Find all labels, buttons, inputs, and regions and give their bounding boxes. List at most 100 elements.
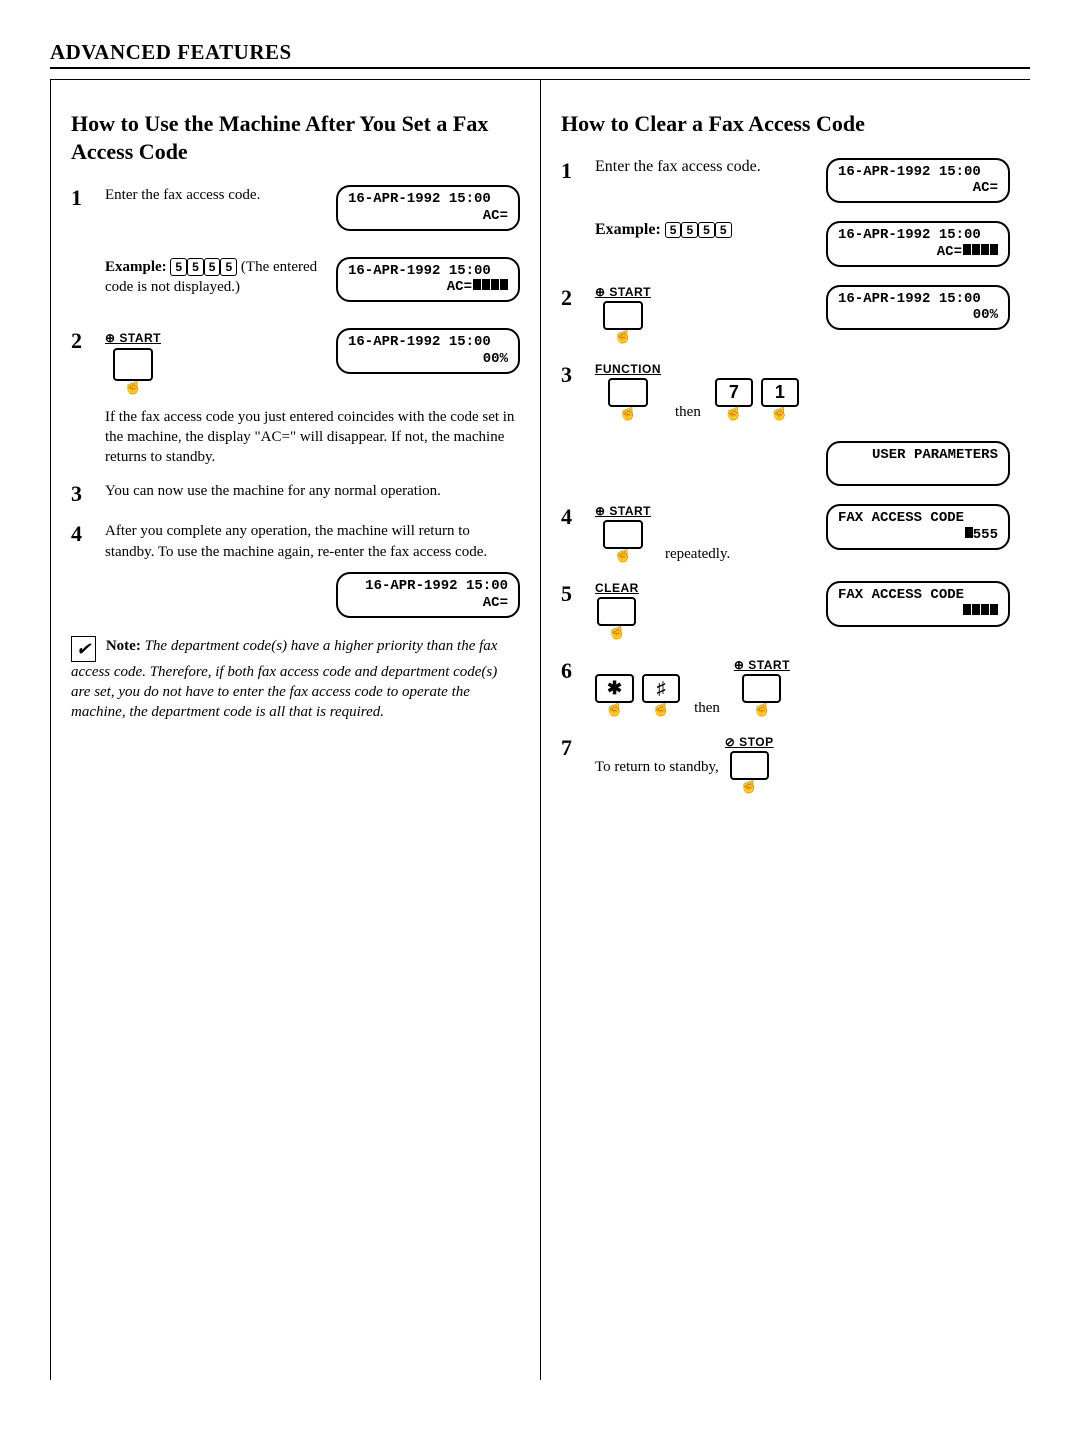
step-number: 1 [71,185,93,211]
start-key [742,674,781,703]
clear-label: CLEAR [595,581,639,595]
hand-icon: ☝ [613,547,633,563]
hand-icon: ☝ [651,701,671,717]
lcd-line1: 16-APR-1992 15:00 [365,578,508,594]
hand-icon: ☝ [618,405,638,421]
stop-key [730,751,769,780]
repeatedly-text: repeatedly. [665,538,730,563]
step-number: 5 [561,581,583,607]
lcd-line1: 16-APR-1992 15:00 [838,227,981,243]
clear-key [597,597,636,626]
lcd-display: 16-APR-1992 15:00 AC= [336,185,520,231]
lcd-line2: AC= [483,208,508,225]
start-key [113,348,152,380]
star-key: ✱ [595,674,634,703]
digit-key: 5 [698,222,715,238]
right-step-7: 7 To return to standby, ⊘ STOP ☝ [561,735,1010,794]
step-number: 1 [561,158,583,184]
start-label: ⊕ START [595,504,651,518]
digit-key: 5 [187,258,204,276]
lcd-line2: 00% [483,351,508,368]
start-label: ⊕ START [734,658,790,672]
lcd-line1: 16-APR-1992 15:00 [348,263,491,279]
step-number: 2 [561,285,583,311]
hash-key: ♯ [642,674,680,703]
lcd-display: 16-APR-1992 15:00 AC= [336,572,520,618]
hand-icon: ☝ [613,328,633,344]
left-step-1: 1 Enter the fax access code. 16-APR-1992… [71,185,520,243]
right-column: How to Clear a Fax Access Code 1 Enter t… [541,80,1030,1380]
lcd-line2-prefix: AC= [447,279,472,295]
hand-icon: ☝ [770,405,790,421]
lcd-line1: 16-APR-1992 15:00 [348,334,491,350]
step-text: After you complete any operation, the ma… [105,521,520,562]
digit-key: 5 [681,222,698,238]
example-label: Example: [105,259,167,275]
step-text: You can now use the machine for any norm… [105,481,520,501]
lcd-display: 16-APR-1992 15:00 00% [826,285,1010,331]
check-icon: ✔ [71,636,96,662]
hand-icon: ☝ [739,778,759,794]
hand-icon: ☝ [605,701,625,717]
content-frame: How to Use the Machine After You Set a F… [50,79,1030,1380]
right-step-3: 3 FUNCTION ☝ then 7 ☝ [561,362,1010,487]
lcd-line1: 16-APR-1992 15:00 [838,164,981,180]
step-number: 3 [561,362,583,388]
stop-label: ⊘ STOP [725,735,774,749]
lcd-line1: FAX ACCESS CODE [838,587,964,603]
left-example: Example: 5555 (The entered code is not d… [71,257,520,315]
then-text: then [675,396,701,421]
digit-key: 5 [220,258,237,276]
left-column: How to Use the Machine After You Set a F… [51,80,540,1380]
hand-icon: ☝ [607,624,627,640]
digit-key: 5 [170,258,187,276]
digit-key-7: 7 [715,378,753,407]
lcd-line2: AC= [973,180,998,197]
note-block: ✔ Note: The department code(s) have a hi… [71,636,520,723]
lcd-line1: FAX ACCESS CODE [838,510,964,526]
hand-icon: ☝ [724,405,744,421]
left-step-2: 2 ⊕ START ☝ 16-APR-1992 15:00 00% If th [71,328,520,467]
note-label: Note: [106,638,141,654]
lcd-display: 16-APR-1992 15:00 00% [336,328,520,374]
lcd-display: 16-APR-1992 15:00 AC= [336,257,520,303]
lcd-display: FAX ACCESS CODE 555 [826,504,1010,550]
step-number: 4 [71,521,93,547]
lcd-line2-prefix: AC= [937,244,962,260]
lcd-suffix: 555 [973,527,998,543]
example-label: Example: [595,221,661,238]
step-number: 7 [561,735,583,761]
step-number: 2 [71,328,93,354]
right-step-1: 1 Enter the fax access code. 16-APR-1992… [561,158,1010,204]
right-section-title: How to Clear a Fax Access Code [561,110,1010,138]
right-step-4: 4 ⊕ START ☝ repeatedly. FAX ACCESS CODE … [561,504,1010,563]
start-key [603,301,642,330]
right-step-2: 2 ⊕ START ☝ 16-APR-1992 15:00 00% [561,285,1010,344]
digit-key: 5 [204,258,221,276]
digit-key: 5 [715,222,732,238]
step-paragraph: If the fax access code you just entered … [105,407,520,468]
step-number: 3 [71,481,93,507]
right-step-6: 6 ✱ ☝ ♯ ☝ then ⊕ START [561,658,1010,717]
right-example: Example: 5555 16-APR-1992 15:00 AC= [561,221,1010,267]
step-number: 6 [561,658,583,684]
digit-key-1: 1 [761,378,799,407]
function-key [608,378,647,407]
lcd-line1: USER PARAMETERS [872,447,998,463]
step-number: 4 [561,504,583,530]
start-label: ⊕ START [105,330,161,346]
lcd-display: 16-APR-1992 15:00 AC= [826,158,1010,204]
start-label: ⊕ START [595,285,651,299]
lcd-display: USER PARAMETERS [826,441,1010,487]
function-label: FUNCTION [595,362,661,376]
lcd-line1: 16-APR-1992 15:00 [838,291,981,307]
left-step-4: 4 After you complete any operation, the … [71,521,520,617]
hand-icon: ☝ [752,701,772,717]
start-key [603,520,642,549]
left-section-title: How to Use the Machine After You Set a F… [71,110,520,165]
page-header: ADVANCED FEATURES [50,40,1030,69]
hand-icon: ☝ [123,379,143,395]
then-text: then [694,692,720,717]
lcd-display: FAX ACCESS CODE [826,581,1010,627]
lcd-line1: 16-APR-1992 15:00 [348,191,491,207]
